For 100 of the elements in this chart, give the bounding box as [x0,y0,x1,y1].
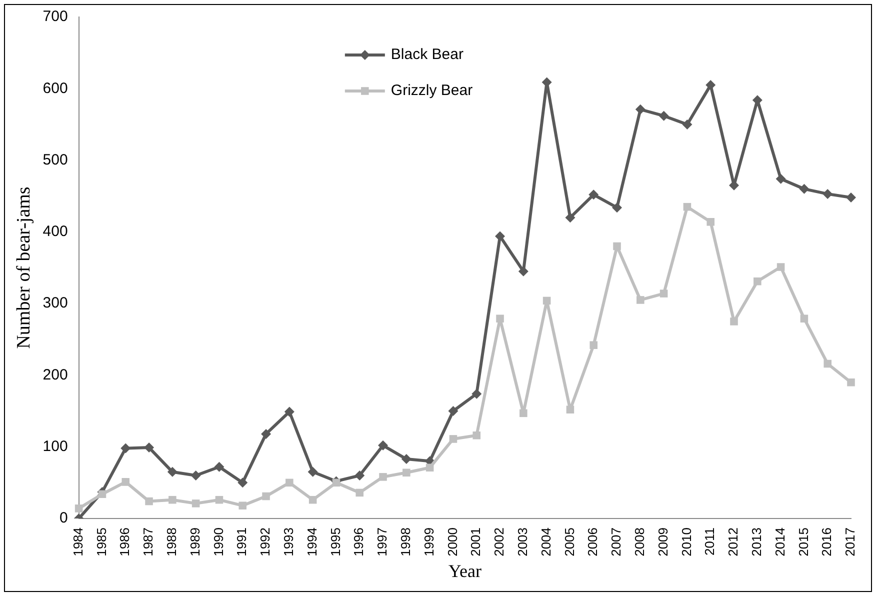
x-tick-label: 2001 [468,527,484,556]
x-tick-label: 2002 [492,527,507,556]
point [658,110,669,121]
x-tick-label: 1997 [374,527,390,556]
y-tick-label: 200 [42,366,68,384]
legend-label: Black Bear [390,46,464,64]
x-tick-label: 2009 [655,527,670,556]
x-tick-label: 2016 [819,527,834,556]
x-tick-label: 1987 [140,527,156,556]
point [449,435,458,443]
point [168,496,176,504]
point [660,290,668,298]
point [612,202,622,213]
x-tick-label: 2017 [842,527,858,556]
x-axis-title: Year [448,560,482,581]
y-tick-label: 500 [42,151,68,168]
point [588,190,599,200]
point [613,242,621,250]
point [590,341,598,349]
point [847,378,855,386]
point [356,488,364,497]
x-tick-label: 2006 [585,527,600,556]
x-tick-label: 2015 [796,527,811,556]
point [308,466,318,477]
x-tick-label: 2014 [772,527,788,556]
x-tick-label: 2003 [514,527,530,556]
point [378,440,388,450]
point [542,296,551,305]
point [379,473,387,481]
x-tick-label: 1986 [117,527,132,556]
point [472,388,482,399]
legend-label: Grizzly Bear [390,82,473,100]
x-tick-label: 1995 [328,527,343,556]
point [683,202,692,211]
point [706,80,716,90]
point [332,478,340,487]
point [214,462,224,472]
point [284,406,294,417]
point [730,318,738,326]
point [636,296,644,304]
point [190,470,201,480]
point [635,104,646,114]
point [122,478,130,486]
y-tick-label: 600 [42,80,68,97]
x-tick-label: 2007 [608,527,624,556]
x-tick-label: 2008 [632,527,647,556]
point [565,212,576,223]
x-tick-label: 1991 [234,527,250,556]
point [98,490,106,498]
y-tick-label: 400 [42,223,68,240]
point [402,468,410,477]
x-tick-label: 1994 [304,527,320,556]
point [308,496,317,504]
x-tick-label: 2004 [538,527,554,556]
point [262,492,270,500]
point [706,218,714,226]
point [192,500,200,508]
x-tick-label: 1989 [187,527,202,556]
x-tick-label: 1985 [94,527,109,556]
point [682,119,692,130]
x-tick-label: 2012 [726,527,741,556]
x-tick-label: 1998 [398,527,413,556]
point [824,360,832,368]
point [800,314,808,322]
point [822,188,833,199]
x-tick-label: 2010 [678,527,694,556]
x-tick-label: 1993 [281,527,296,556]
point [426,464,434,472]
point [776,263,785,271]
point [167,466,178,477]
point [776,174,786,184]
x-tick-label: 1999 [421,527,436,556]
point [846,192,856,203]
x-tick-label: 2011 [702,527,718,556]
point [238,478,248,488]
point [120,443,131,454]
point [261,428,272,439]
y-tick-label: 700 [42,8,68,26]
point [448,406,458,416]
point [401,454,412,464]
x-tick-label: 2013 [748,527,764,556]
point [520,409,528,418]
point [74,504,83,512]
x-tick-label: 1984 [70,527,86,556]
x-tick-label: 1992 [258,527,273,556]
point [238,502,247,510]
point [799,184,810,194]
point [496,314,504,322]
point [754,277,762,286]
point [144,442,154,453]
x-tick-label: 1988 [164,527,179,556]
point [495,231,506,242]
x-tick-label: 1990 [210,527,226,556]
y-tick-label: 300 [42,294,68,312]
point [145,497,153,506]
point [354,470,365,480]
point [472,431,480,440]
x-tick-label: 2005 [562,527,577,556]
y-axis-title: Number of bear-jams [13,186,34,349]
y-tick-label: 0 [59,510,68,527]
